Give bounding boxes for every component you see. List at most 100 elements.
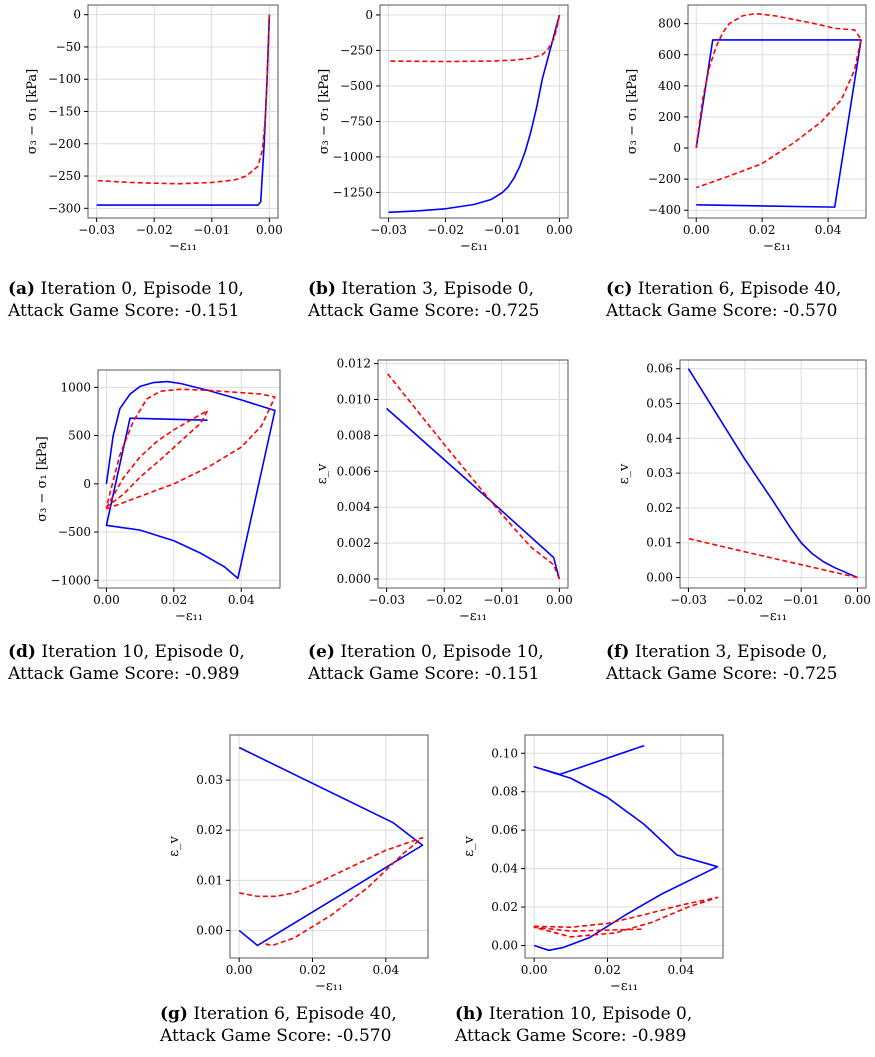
plot-frame: [524, 734, 724, 959]
caption-d: (d) Iteration 10, Episode 0, Attack Game…: [8, 641, 245, 685]
y-tick-label: 0.00: [196, 923, 223, 937]
x-tick-label: −0.03: [670, 593, 707, 607]
subfigure-c: 0.00 0.02 0.04 800 600 400 200 0 −200 −400 −ε₁₁ σ₃ …: [590, 0, 875, 330]
caption-line1: Iteration 3, Episode 0,: [634, 642, 828, 662]
y-tick-label: 0.03: [196, 773, 223, 787]
y-tick-label: 0.06: [646, 362, 673, 376]
subfigure-g: 0.00 0.02 0.04 0.03 0.02 0.01 0.00 −ε₁₁ ε_v (g) …: [150, 720, 440, 1057]
grid: [688, 5, 866, 218]
y-tick-label: 800: [658, 17, 681, 31]
caption-label: (h): [455, 1004, 484, 1024]
y-axis-label: ε_v: [167, 836, 182, 857]
y-axis-label: ε_v: [617, 463, 632, 484]
caption-label: (e): [308, 642, 335, 662]
y-tick-label: 0.002: [337, 536, 371, 550]
caption-a: (a) Iteration 0, Episode 10, Attack Game…: [8, 278, 244, 322]
caption-line2: Attack Game Score: -0.989: [455, 1026, 687, 1046]
caption-line1: Iteration 6, Episode 40,: [637, 279, 842, 299]
caption-line2: Attack Game Score: -0.725: [606, 664, 838, 684]
y-tick-label: 0.01: [646, 536, 673, 550]
subfigure-d: 0.00 0.02 0.04 1000 500 0 −500 −1000 −ε₁₁ σ₃ − σ₁…: [0, 355, 290, 695]
caption-h: (h) Iteration 10, Episode 0, Attack Game…: [455, 1003, 692, 1047]
caption-line2: Attack Game Score: -0.570: [160, 1026, 392, 1046]
series-1-line: [386, 407, 561, 580]
x-tick-label: −0.02: [426, 593, 463, 607]
x-tick-label: 0.02: [299, 963, 326, 977]
y-tick-label: 0.02: [196, 823, 223, 837]
plot-frame: [687, 4, 867, 219]
x-tick-label: −0.02: [726, 593, 763, 607]
x-tick-label: 0.04: [228, 593, 255, 607]
y-tick-label: 0.004: [337, 500, 372, 514]
y-tick-label: 0: [83, 477, 91, 491]
caption-label: (d): [8, 642, 36, 662]
y-tick-label: 0.01: [196, 873, 223, 887]
x-axis-label: −ε₁₁: [315, 979, 343, 994]
chart-f: −0.03 −0.02 −0.01 0.00 0.06 0.05 0.04 0.03 0.02 0…: [617, 359, 871, 624]
y-tick-label: 0.04: [491, 862, 518, 876]
plot-frame: [97, 369, 281, 589]
caption-label: (c): [606, 279, 633, 299]
caption-f: (f) Iteration 3, Episode 0, Attack Game …: [606, 641, 837, 685]
y-tick-label: 0.006: [337, 464, 371, 478]
caption-line1: Iteration 10, Episode 0,: [488, 1004, 693, 1024]
y-tick-label: 0: [365, 8, 373, 22]
x-tick-label: 0.02: [594, 963, 621, 977]
x-tick-label: 0.00: [546, 593, 573, 607]
grid: [378, 360, 568, 588]
y-tick-label: −500: [58, 525, 91, 539]
x-axis-label: −ε₁₁: [175, 609, 203, 624]
x-axis-label: −ε₁₁: [763, 239, 791, 254]
y-tick-label: −500: [340, 79, 373, 93]
grid: [230, 735, 428, 958]
y-tick-label: 200: [658, 110, 681, 124]
grid: [380, 5, 568, 218]
y-axis-label: ε_v: [315, 463, 330, 484]
x-tick-label: −0.03: [370, 223, 407, 237]
x-tick-label: 0.04: [372, 963, 399, 977]
y-tick-label: 0.10: [491, 746, 518, 760]
y-axis-label: σ₃ − σ₁ [kPa]: [25, 69, 40, 154]
y-tick-label: 0.02: [646, 501, 673, 515]
x-axis-label: −ε₁₁: [460, 239, 488, 254]
x-tick-label: 0.02: [749, 223, 776, 237]
y-tick-label: 0: [73, 8, 81, 22]
y-tick-label: 1000: [60, 380, 91, 394]
plot-frame: [377, 359, 569, 589]
series-1-line: [388, 14, 561, 214]
x-tick-label: −0.02: [136, 223, 173, 237]
y-tick-label: 600: [658, 48, 681, 62]
y-tick-label: −200: [48, 137, 81, 151]
caption-e: (e) Iteration 0, Episode 10, Attack Game…: [308, 641, 544, 685]
y-axis-label: σ₃ − σ₁ [kPa]: [35, 436, 50, 521]
y-tick-label: 0.010: [337, 392, 371, 406]
chart-a: −0.03 −0.02 −0.01 0.00 0 −50 −100 −150 −200 −250 −…: [25, 4, 283, 254]
y-tick-label: 0.008: [337, 428, 371, 442]
caption-line2: Attack Game Score: -0.570: [606, 301, 838, 321]
caption-b: (b) Iteration 3, Episode 0, Attack Game …: [308, 278, 539, 322]
series-2-line: [105, 388, 276, 510]
series-1-line: [96, 14, 271, 206]
chart-e: −0.03 −0.02 −0.01 0.00 0.012 0.010 0.008 0.006 0…: [315, 357, 573, 624]
series-2-line: [388, 14, 561, 63]
y-axis-label: ε_v: [462, 836, 477, 857]
y-tick-label: −1000: [50, 573, 91, 587]
x-tick-label: 0.04: [815, 223, 842, 237]
y-axis-label: σ₃ − σ₁ [kPa]: [317, 69, 332, 154]
y-tick-label: −1250: [332, 185, 373, 199]
x-axis-label: −ε₁₁: [169, 239, 197, 254]
y-tick-label: 0.08: [491, 785, 518, 799]
series-2-line: [239, 836, 424, 947]
subfigure-h: 0.00 0.02 0.04 0.10 0.08 0.06 0.04 0.02 0.00 −ε₁₁…: [445, 720, 735, 1057]
y-tick-label: 0.03: [646, 466, 673, 480]
x-tick-label: −0.03: [78, 223, 115, 237]
series-2-line: [688, 537, 858, 579]
chart-h: 0.00 0.02 0.04 0.10 0.08 0.06 0.04 0.02 0.00 −ε₁₁…: [462, 734, 724, 994]
caption-line1: Iteration 3, Episode 0,: [341, 279, 534, 299]
x-tick-label: 0.00: [93, 593, 120, 607]
caption-label: (g): [160, 1004, 188, 1024]
x-axis-label: −ε₁₁: [759, 609, 787, 624]
y-tick-label: −250: [48, 169, 81, 183]
y-tick-label: 0.06: [491, 823, 518, 837]
grid: [98, 370, 280, 588]
